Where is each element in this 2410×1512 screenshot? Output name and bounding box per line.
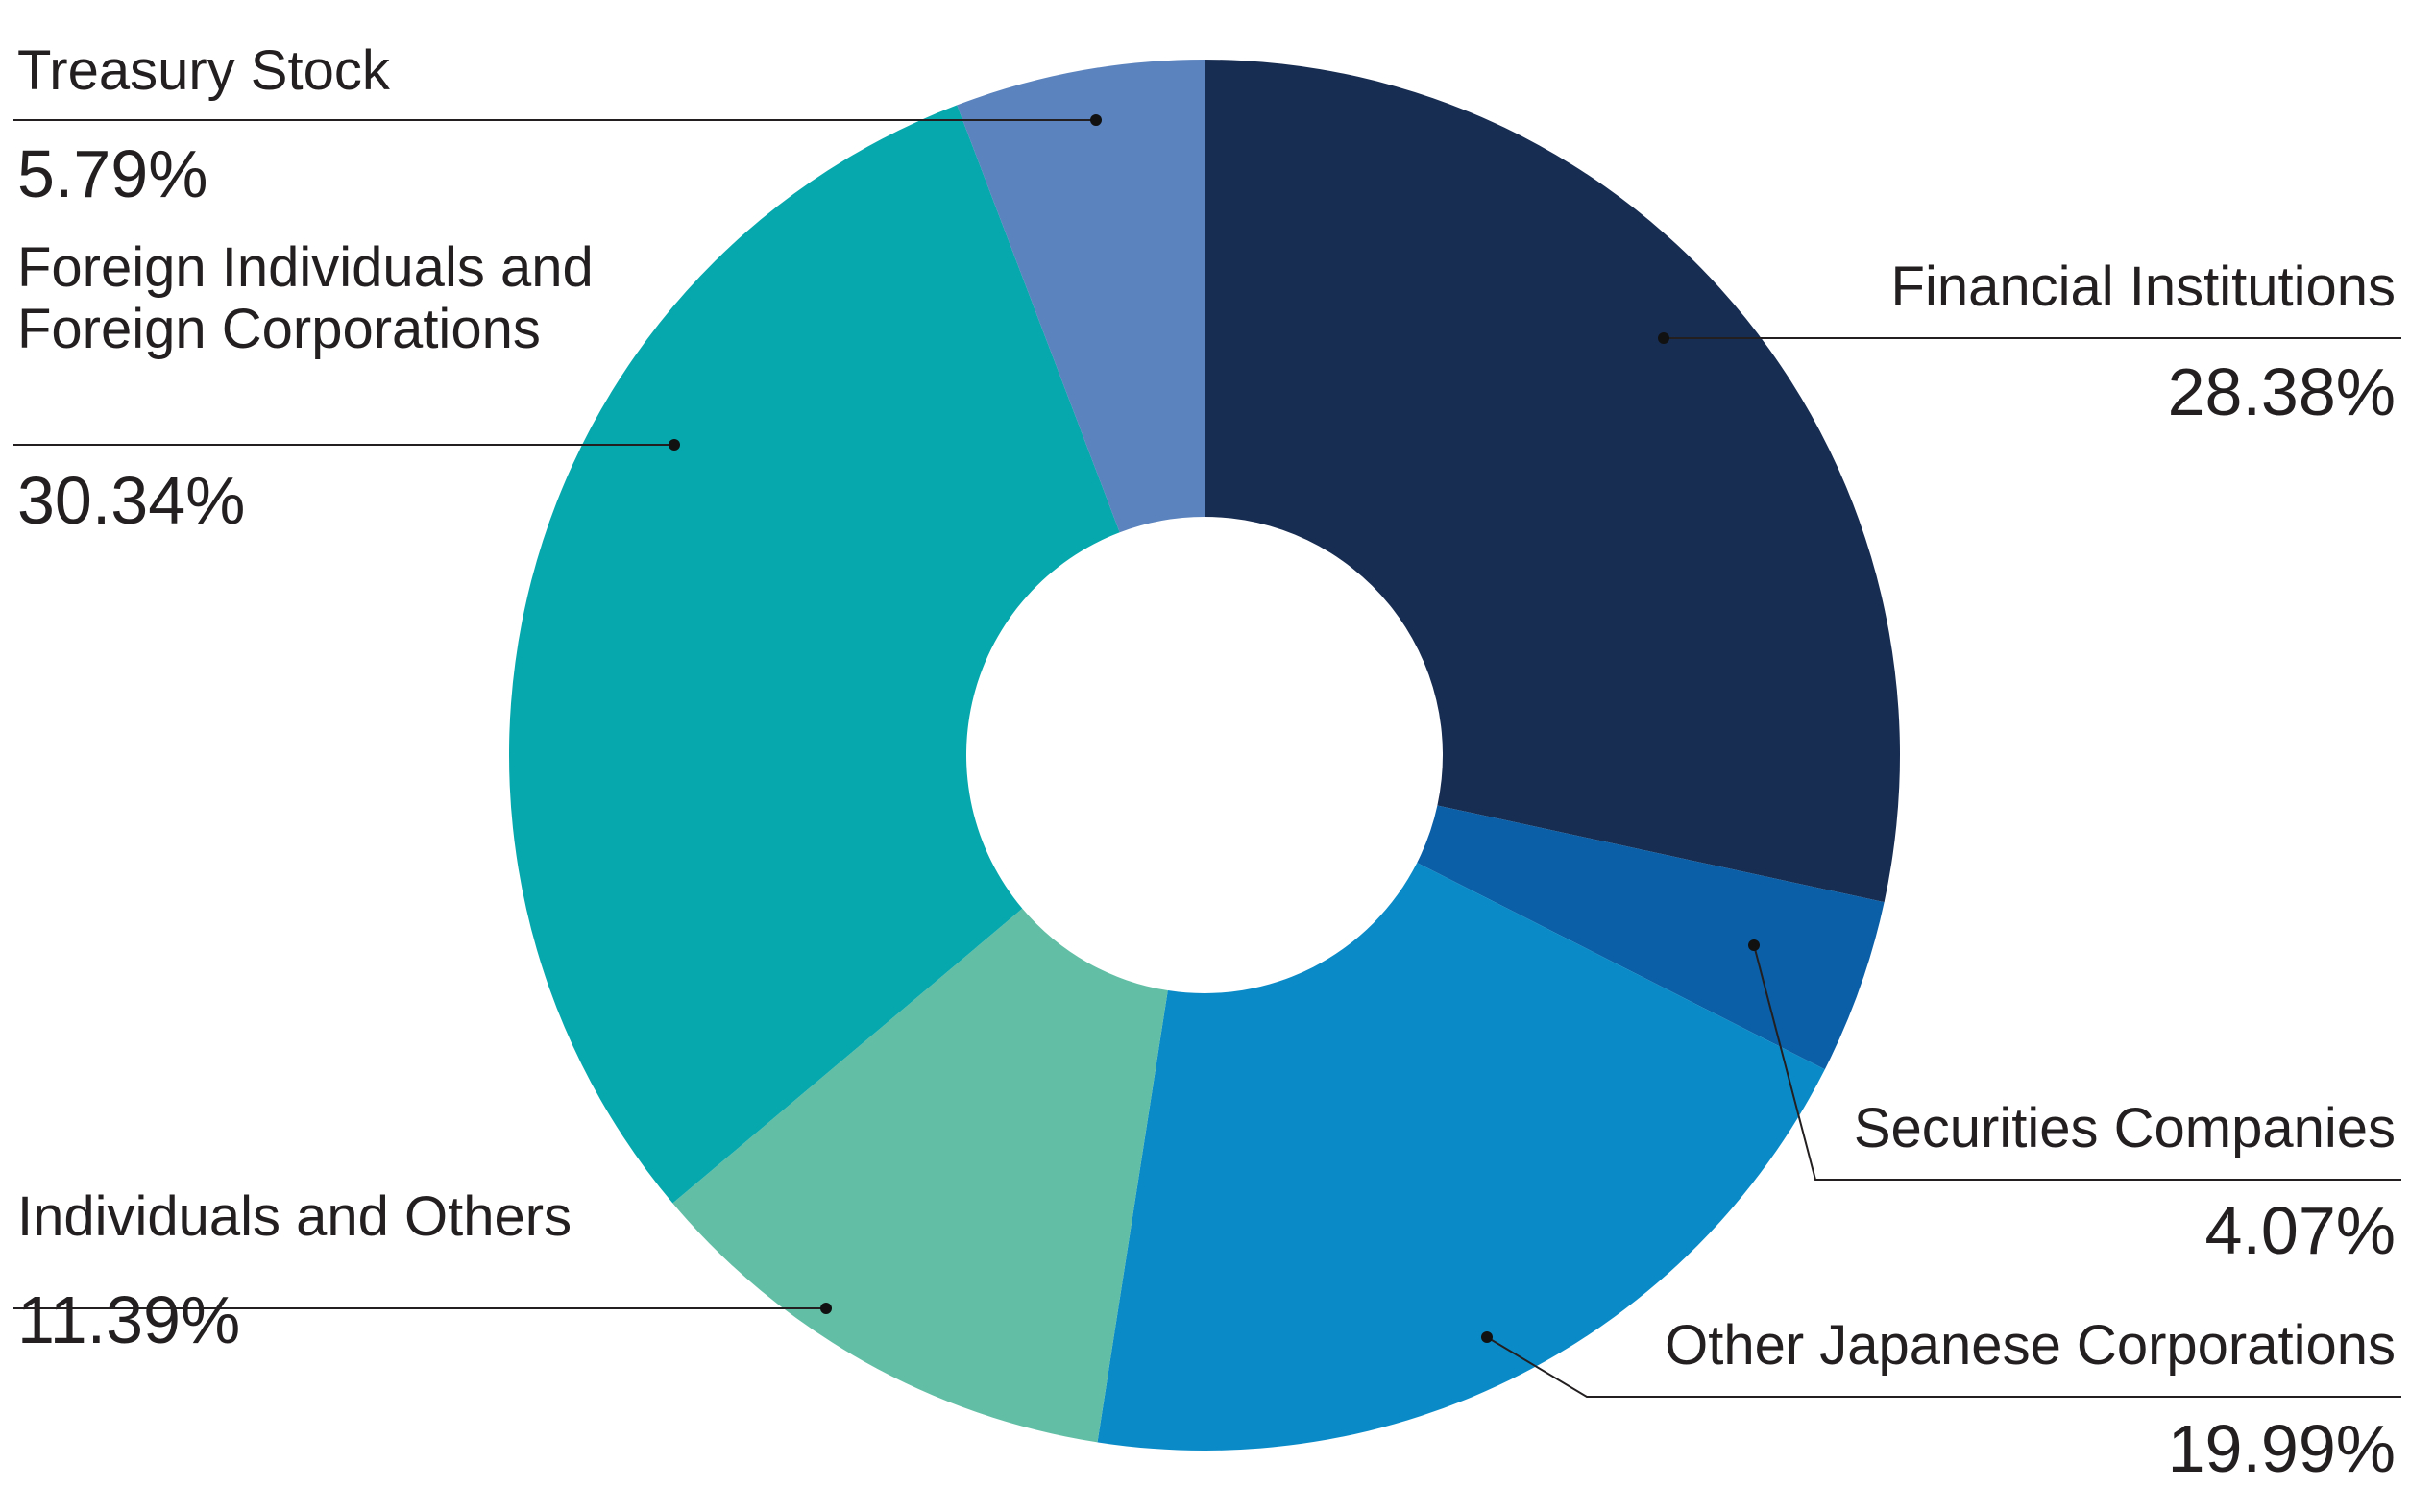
leader-dot xyxy=(1481,1331,1493,1343)
callout-financial-institutions: Financial Institutions 28.38% xyxy=(1658,256,2401,429)
slice-other-japanese-corporations xyxy=(1097,863,1825,1451)
leader-dot xyxy=(1748,939,1760,951)
slice-treasury-stock xyxy=(957,60,1205,533)
slice-foreign-individuals-and-foreign-corporations xyxy=(508,105,1120,1204)
slice-label: Financial Institutions xyxy=(1891,256,2396,318)
leader-line xyxy=(1753,944,2401,1181)
slice-label: Foreign Corporations xyxy=(17,298,541,360)
slice-value-label: 5.79% xyxy=(17,136,207,211)
callout-other-japanese-corporations: Other Japanese Corporations 19.99% xyxy=(1481,1314,2401,1486)
slice-label: Treasury Stock xyxy=(17,39,391,102)
slice-value-label: 11.39% xyxy=(17,1282,240,1357)
slice-securities-companies xyxy=(1417,805,1885,1070)
slice-label: Other Japanese Corporations xyxy=(1665,1314,2396,1377)
leader-line xyxy=(1486,1336,2401,1398)
slice-financial-institutions xyxy=(1205,60,1901,903)
slice-label: Securities Companies xyxy=(1854,1097,2396,1159)
callout-treasury-stock: Treasury Stock 5.79% xyxy=(13,39,1102,211)
slice-value-label: 4.07% xyxy=(2205,1193,2396,1268)
callout-securities-companies: Securities Companies 4.07% xyxy=(1748,939,2401,1268)
leader-dot xyxy=(1090,114,1102,126)
leader-dot xyxy=(669,439,680,451)
slice-value-label: 19.99% xyxy=(2168,1411,2396,1486)
slice-value-label: 28.38% xyxy=(2168,354,2396,429)
donut-slices xyxy=(508,60,1901,1451)
slice-callouts: Financial Institutions 28.38% Securities C… xyxy=(13,39,2401,1486)
slice-label: Individuals and Others xyxy=(17,1185,572,1248)
callout-individuals-and-others: Individuals and Others 11.39% xyxy=(13,1185,832,1357)
leader-dot xyxy=(1658,332,1669,344)
leader-dot xyxy=(820,1303,832,1314)
slice-label: Foreign Individuals and xyxy=(17,236,594,299)
slice-value-label: 30.34% xyxy=(17,463,245,538)
